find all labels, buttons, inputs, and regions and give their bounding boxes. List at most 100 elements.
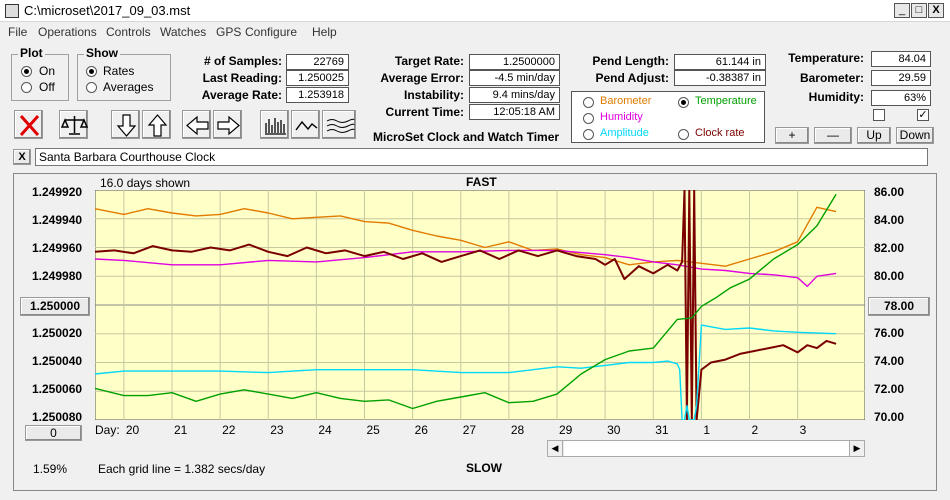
menu-watches[interactable]: Watches	[160, 25, 207, 39]
wave-button[interactable]	[291, 110, 320, 139]
center-rate-button[interactable]: 1.250000	[20, 297, 90, 316]
down-button[interactable]: Down	[896, 127, 934, 144]
show-rates-radio[interactable]	[86, 66, 97, 77]
y-right-tick-label: 70.00	[874, 410, 905, 424]
x-tick-label: 21	[174, 423, 188, 437]
days-shown-label: 16.0 days shown	[100, 176, 191, 190]
horizontal-scrollbar[interactable]: ◀ ▶	[547, 440, 865, 457]
y-left-tick-label: 1.250040	[32, 354, 83, 368]
humidity-value: 63%	[871, 90, 931, 106]
legend-barometer: Barometer	[600, 95, 652, 107]
samples-value: 22769	[286, 54, 349, 70]
plot-on-radio[interactable]	[21, 66, 32, 77]
show-averages-radio[interactable]	[86, 82, 97, 93]
center-temperature-button[interactable]: 78.00	[868, 297, 930, 316]
y-right-tick-label: 76.00	[874, 326, 905, 340]
arrow-down-button[interactable]	[111, 110, 140, 139]
y-left-tick-label: 1.249960	[32, 241, 83, 255]
instability-label: Instability:	[403, 88, 464, 102]
arrow-down-icon	[116, 114, 137, 137]
plot-off-label: Off	[39, 80, 55, 94]
series-line-humidity	[95, 249, 837, 288]
legend-clock-rate: Clock rate	[695, 127, 745, 139]
plot-grid	[95, 190, 865, 420]
y-left-tick-label: 1.250020	[32, 326, 83, 340]
arrow-up-button[interactable]	[142, 110, 171, 139]
bar-graph-icon	[265, 118, 286, 135]
target-rate-value: 1.2500000	[469, 54, 560, 70]
title-bar: C:\microset\2017_09_03.mst _ □ X	[0, 0, 950, 22]
series-line-temperature	[95, 193, 837, 410]
show-group-title: Show	[84, 46, 120, 60]
plus-button[interactable]: +	[775, 127, 809, 144]
y-left-tick-label: 1.250080	[32, 410, 83, 424]
scroll-thumb[interactable]	[564, 441, 849, 456]
current-time-value: 12:05:18 AM	[469, 104, 560, 120]
x-tick-label: 25	[366, 423, 380, 437]
show-rates-label: Rates	[103, 64, 135, 78]
series-line-amplitude	[95, 324, 837, 420]
percent-label: 1.59%	[33, 462, 68, 476]
x-tick-label: 1	[703, 423, 711, 437]
arrow-left-button[interactable]	[182, 110, 211, 139]
plot-area[interactable]	[95, 190, 865, 420]
average-error-value: -4.5 min/day	[469, 70, 560, 86]
y-left-tick-label: 1.249980	[32, 269, 83, 283]
target-rate-label: Target Rate:	[394, 54, 464, 68]
y-right-tick-label: 82.00	[874, 241, 905, 255]
y-right-tick-label: 84.00	[874, 213, 905, 227]
bar-graph-button[interactable]	[260, 110, 289, 139]
arrow-right-button[interactable]	[213, 110, 242, 139]
y-right-tick-label: 72.00	[874, 382, 905, 396]
plot-group-title: Plot	[18, 46, 45, 60]
current-time-label: Current Time:	[385, 105, 464, 119]
minus-button[interactable]: —	[814, 127, 852, 144]
last-reading-label: Last Reading:	[202, 71, 282, 85]
legend-temperature: Temperature	[695, 95, 757, 107]
legend-radio-humidity[interactable]	[583, 113, 594, 124]
stop-button[interactable]	[14, 110, 43, 139]
x-tick-label: 27	[462, 423, 477, 437]
temperature-label: Temperature:	[788, 51, 864, 65]
menu-gps[interactable]: GPS	[216, 25, 242, 39]
balance-button[interactable]	[59, 110, 89, 139]
humidity-label: Humidity:	[808, 90, 864, 104]
minimize-button[interactable]: _	[894, 3, 910, 18]
barometer-value: 29.59	[871, 70, 931, 86]
stop-icon	[19, 114, 40, 137]
legend-radio-temperature[interactable]	[678, 97, 689, 108]
close-button[interactable]: X	[928, 3, 944, 18]
menu-configure[interactable]: Configure	[245, 25, 298, 39]
menu-controls[interactable]: Controls	[106, 25, 151, 39]
menu-file[interactable]: File	[8, 25, 28, 39]
x-tick-label: 23	[270, 423, 284, 437]
plot-frame	[13, 173, 937, 491]
x-tick-label: 24	[318, 423, 332, 437]
menu-help[interactable]: Help	[312, 25, 337, 39]
legend-radio-barometer[interactable]	[583, 97, 594, 108]
scroll-right-icon[interactable]: ▶	[849, 441, 864, 456]
env-check-2[interactable]: ✓	[917, 109, 929, 121]
x-tick-label: 3	[799, 423, 807, 437]
wave-icon	[295, 120, 318, 131]
x-tick-label: 31	[655, 423, 669, 437]
series-line-barometer	[95, 206, 837, 267]
x-axis: Day: 20 21 22 23 24 25 26 27 28 29 30 31 1 2 3	[95, 423, 865, 439]
y-left-tick-label: 1.249920	[32, 185, 83, 199]
corner-zero-button[interactable]: 0	[25, 425, 82, 441]
app-caption: MicroSet Clock and Watch Timer	[373, 130, 560, 144]
scroll-left-icon[interactable]: ◀	[548, 441, 563, 456]
y-left-tick-label: 1.249940	[32, 213, 83, 227]
menu-operations[interactable]: Operations	[38, 25, 97, 39]
legend-radio-amplitude[interactable]	[583, 129, 594, 140]
plot-off-radio[interactable]	[21, 82, 32, 93]
up-button[interactable]: Up	[857, 127, 891, 144]
x-tick-label: 20	[125, 423, 140, 437]
maximize-button[interactable]: □	[911, 3, 927, 18]
last-reading-value: 1.250025	[286, 70, 349, 86]
multi-wave-button[interactable]	[322, 110, 356, 139]
clock-close-button[interactable]: X	[13, 149, 31, 165]
env-check-1[interactable]	[873, 109, 885, 121]
clock-name-input[interactable]: Santa Barbara Courthouse Clock	[35, 148, 928, 166]
legend-radio-clock-rate[interactable]	[678, 129, 689, 140]
